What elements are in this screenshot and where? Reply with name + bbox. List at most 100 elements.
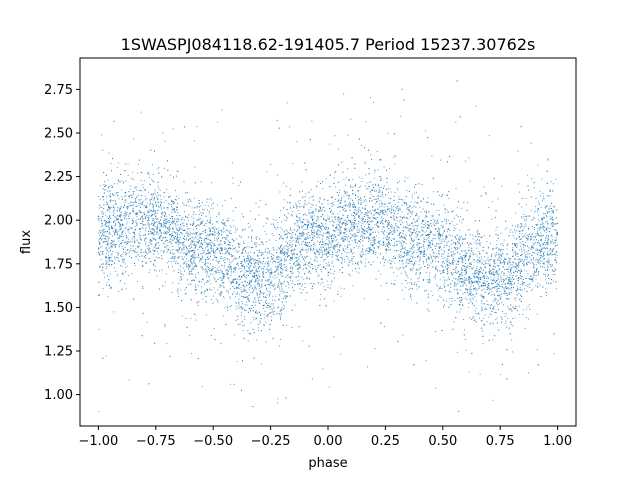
data-point [255, 262, 257, 264]
data-point [535, 248, 537, 250]
data-point [167, 206, 169, 208]
data-point [104, 257, 106, 259]
data-point [370, 154, 372, 156]
data-point [384, 211, 386, 213]
data-point [479, 287, 481, 289]
data-point [118, 223, 120, 225]
data-point [344, 251, 346, 253]
data-point [244, 276, 245, 278]
data-point [536, 270, 538, 272]
data-point [295, 265, 297, 267]
data-point [304, 283, 306, 285]
data-point [351, 270, 353, 272]
data-point [462, 261, 464, 263]
data-point [252, 272, 254, 274]
data-point [344, 207, 346, 209]
data-point [438, 253, 440, 255]
data-point [411, 213, 413, 215]
data-point [523, 264, 525, 266]
data-point [531, 234, 533, 236]
data-point [395, 225, 397, 227]
data-point [456, 297, 458, 299]
data-point [315, 256, 317, 258]
data-point [459, 276, 461, 278]
data-point [341, 161, 343, 163]
data-point [488, 289, 490, 291]
data-point [531, 251, 533, 253]
data-point [184, 293, 186, 295]
data-point [337, 290, 339, 292]
data-point [478, 278, 480, 280]
data-point [243, 241, 244, 243]
data-point [470, 290, 472, 292]
data-point [547, 159, 549, 161]
data-point [331, 205, 333, 207]
data-point [171, 236, 173, 238]
data-point [540, 206, 542, 208]
data-point [298, 255, 300, 257]
data-point [285, 215, 287, 217]
data-point [146, 321, 148, 323]
data-point [251, 279, 253, 281]
data-point [137, 163, 139, 165]
data-point [365, 258, 367, 260]
data-point [499, 281, 501, 283]
data-point [120, 227, 122, 229]
data-point [440, 264, 442, 266]
data-point [151, 164, 153, 166]
data-point [230, 270, 232, 272]
data-point [159, 270, 161, 272]
data-point [183, 247, 185, 249]
data-point [362, 251, 364, 253]
data-point [499, 253, 501, 255]
data-point [339, 226, 341, 228]
data-point [119, 211, 121, 213]
data-point [214, 243, 215, 245]
data-point [486, 321, 488, 323]
data-point [197, 235, 199, 237]
data-point [313, 215, 315, 217]
data-point [234, 257, 236, 259]
data-point [334, 230, 336, 232]
data-point [524, 215, 526, 217]
data-point [159, 230, 161, 232]
data-point [329, 235, 331, 237]
data-point [345, 227, 347, 229]
data-point [525, 220, 527, 222]
data-point [328, 231, 330, 233]
data-point [435, 234, 437, 236]
data-point [166, 206, 168, 208]
data-point [448, 262, 450, 264]
data-point [531, 246, 533, 248]
data-point [387, 223, 389, 225]
data-point [229, 225, 231, 227]
data-point [106, 225, 108, 227]
data-point [425, 130, 427, 132]
data-point [247, 257, 249, 259]
data-point [255, 265, 257, 267]
data-point [186, 258, 188, 260]
data-point [334, 172, 336, 174]
data-point [170, 257, 172, 259]
data-point [410, 278, 412, 280]
data-point [512, 235, 514, 237]
data-point [325, 232, 327, 234]
data-point [168, 214, 170, 216]
data-point [338, 224, 340, 226]
data-point [227, 307, 229, 309]
data-point [165, 237, 167, 239]
data-point [468, 260, 470, 261]
data-point [205, 275, 207, 277]
data-point [182, 233, 184, 235]
data-point [284, 306, 286, 308]
data-point [204, 250, 206, 252]
data-point [415, 206, 417, 208]
data-point [418, 246, 420, 248]
data-point [393, 232, 395, 234]
data-point [160, 233, 162, 235]
data-point [339, 211, 341, 213]
data-point [181, 249, 183, 251]
data-point [453, 321, 455, 323]
data-point [480, 320, 482, 322]
data-point [310, 224, 312, 226]
